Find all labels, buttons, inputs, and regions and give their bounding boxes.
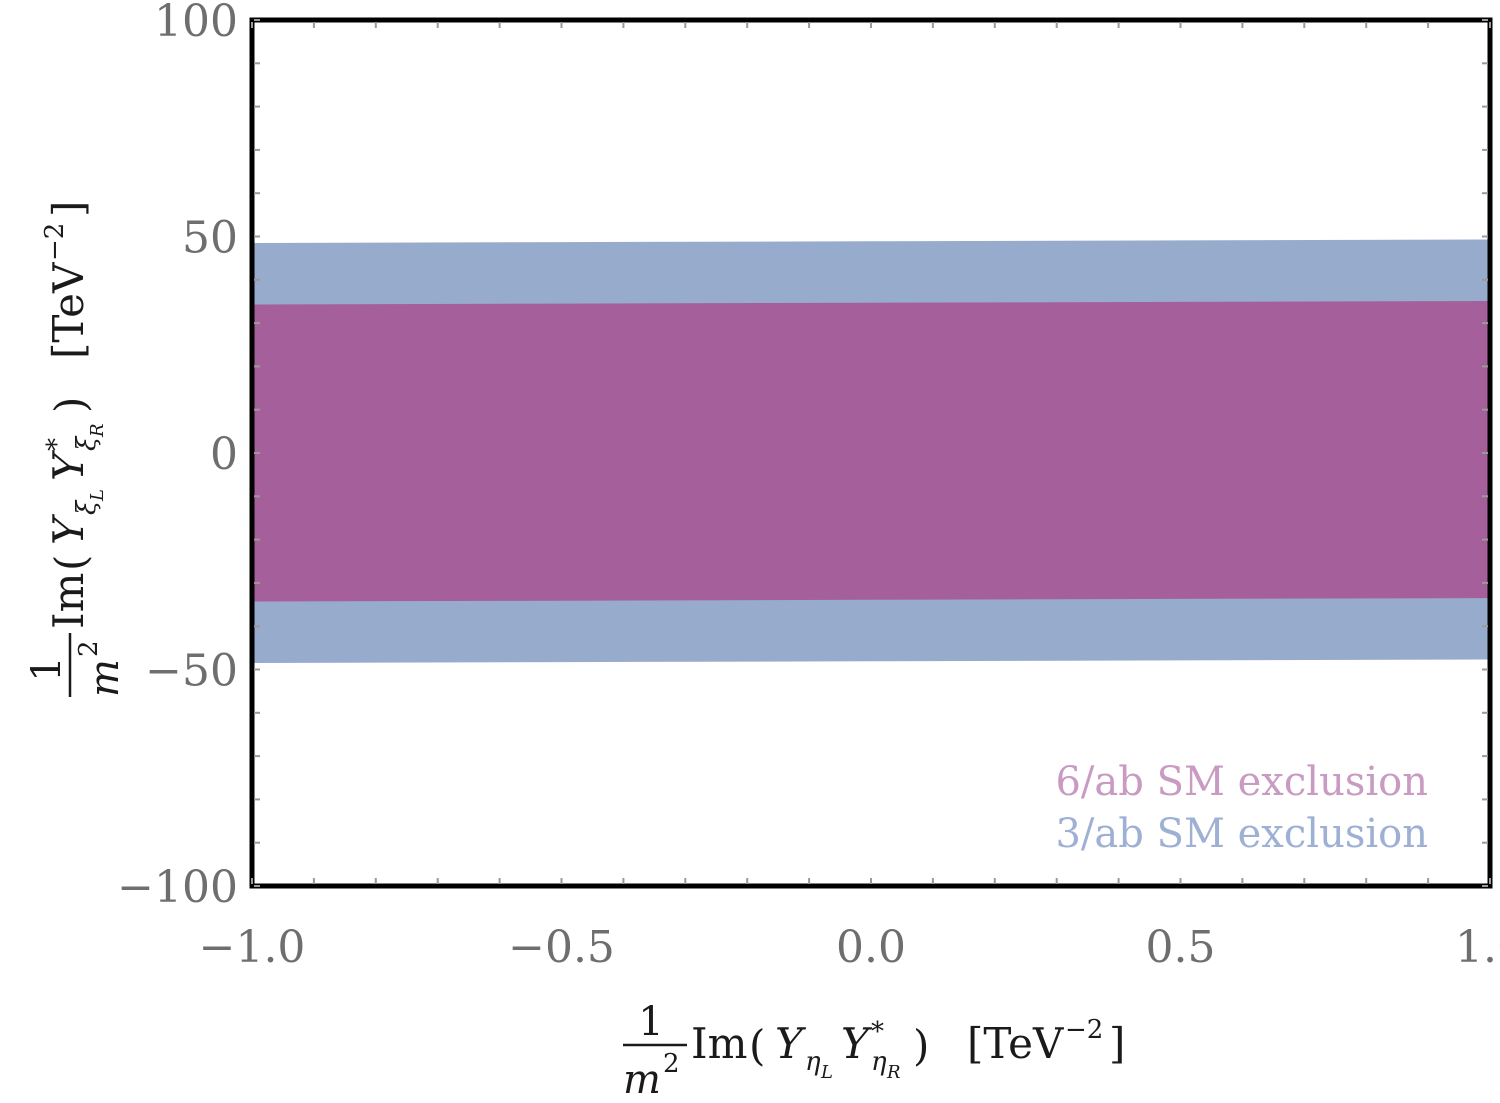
x-axis-unit-exponent: −2 xyxy=(1065,1015,1103,1045)
plot-frame xyxy=(249,17,1493,889)
x-axis-factor2-subsub: R xyxy=(886,1062,901,1083)
x-axis-factor1-subsub: L xyxy=(820,1062,833,1083)
y-axis-factor1-sub: ξ xyxy=(72,499,102,515)
x-axis-close-paren: ) xyxy=(913,1021,929,1070)
x-axis-fraction-numerator: 1 xyxy=(638,999,663,1045)
x-tick-label: −1.0 xyxy=(199,922,306,973)
x-tick-label: −0.5 xyxy=(508,922,615,973)
y-tick-label: 100 xyxy=(154,0,238,47)
x-tick-label: 0.5 xyxy=(1146,922,1216,973)
y-axis-close-paren: ) xyxy=(46,397,95,413)
x-axis-open-paren: ( xyxy=(749,1021,765,1070)
y-axis-operator: Im xyxy=(44,573,93,629)
y-tick-label: −50 xyxy=(145,646,238,697)
y-ticks-layer: 100 50 0 −50 −100 xyxy=(117,0,238,913)
x-axis-factor1: Y xyxy=(775,1019,807,1068)
y-axis-fraction-numerator: 1 xyxy=(24,656,70,681)
x-axis-factor2-sup: * xyxy=(871,1017,884,1047)
y-axis-factor2-subsub: R xyxy=(87,423,108,438)
x-axis-factor1-sub: η xyxy=(805,1047,821,1077)
x-ticks-layer: −1.0 −0.5 0.0 0.5 1.0 xyxy=(199,922,1500,973)
band-6-ab-sm-exclusion xyxy=(252,301,1490,602)
y-axis-factor2-sub: ξ xyxy=(72,435,102,451)
x-axis-unit: [TeV xyxy=(967,1019,1064,1068)
x-axis-factor2: Y xyxy=(841,1019,873,1068)
x-axis-unit-close: ] xyxy=(1109,1019,1125,1068)
x-axis-factor2-sub: η xyxy=(871,1047,887,1077)
y-axis-title: 1 m 2 Im ( Y ξ L Y * ξ R ) [TeV −2 ] xyxy=(24,201,128,697)
y-axis-fraction-exponent: 2 xyxy=(74,640,104,657)
x-axis-fraction-exponent: 2 xyxy=(663,1049,680,1079)
y-axis-factor2: Y xyxy=(44,449,93,481)
legend-entry: 6/ab SM exclusion xyxy=(1055,759,1428,805)
frame-layer xyxy=(249,17,1493,889)
x-tick-label: 1.0 xyxy=(1455,922,1500,973)
x-axis-fraction-denominator: m xyxy=(623,1057,661,1103)
bands-layer xyxy=(252,239,1490,663)
y-axis-unit-exponent: −2 xyxy=(40,223,70,261)
y-axis-factor1: Y xyxy=(44,513,93,545)
x-axis-operator: Im xyxy=(691,1019,747,1068)
x-axis-title: 1 m 2 Im ( Y η L Y * η R ) [TeV −2 ] xyxy=(623,999,1125,1103)
y-axis-unit-close: ] xyxy=(44,201,93,217)
legend-entry: 3/ab SM exclusion xyxy=(1055,811,1428,857)
legend: 6/ab SM exclusion 3/ab SM exclusion xyxy=(1055,759,1428,857)
y-tick-label: 0 xyxy=(210,429,238,480)
y-axis-fraction-denominator: m xyxy=(82,659,128,697)
y-axis-unit: [TeV xyxy=(44,262,93,359)
y-tick-label: −100 xyxy=(117,862,238,913)
y-axis-factor1-subsub: L xyxy=(87,489,108,502)
y-tick-label: 50 xyxy=(182,213,238,264)
y-axis-open-paren: ( xyxy=(46,555,95,571)
y-axis-factor2-sup: * xyxy=(42,438,72,451)
x-tick-label: 0.0 xyxy=(836,922,906,973)
